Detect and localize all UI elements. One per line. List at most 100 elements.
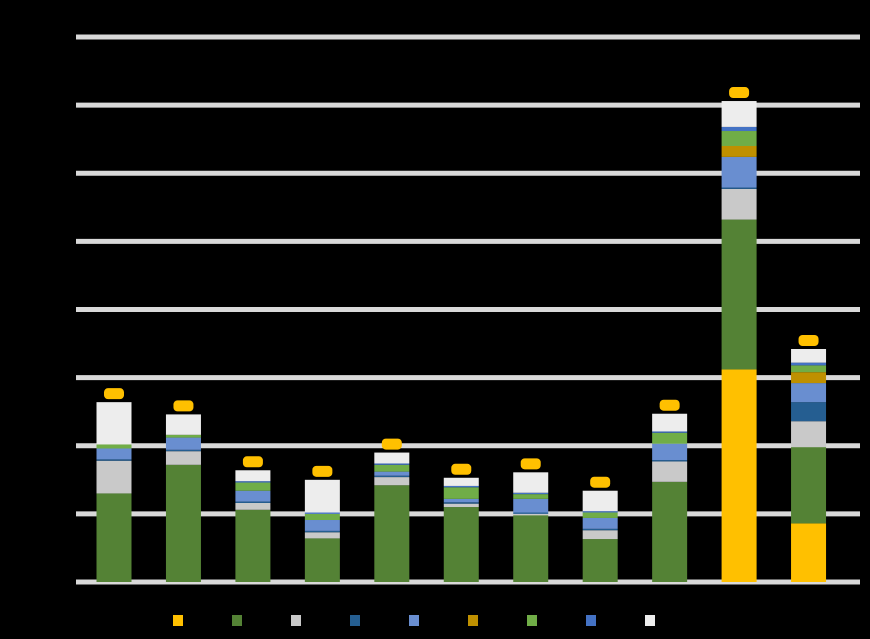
bar-segment-1-6: [165, 434, 201, 438]
bar-segment-2-6: [235, 482, 271, 491]
bar-segment-10-6: [791, 365, 827, 373]
bar-segment-6-1: [513, 515, 549, 582]
bar-segment-6-4: [513, 498, 549, 513]
bar-segment-5-1: [443, 507, 479, 582]
bar-segment-3-6: [304, 513, 340, 521]
bar-segment-2-1: [235, 509, 271, 582]
bar-segment-2-4: [235, 490, 271, 502]
total-label-7: [590, 476, 611, 488]
legend-swatch-3: [350, 615, 360, 626]
bar-segment-9-2: [721, 188, 757, 220]
bar-segment-1-4: [165, 437, 201, 450]
bar-segment-0-3: [96, 459, 132, 461]
bar-segment-0-6: [96, 444, 132, 449]
bar-segment-2-3: [235, 501, 271, 503]
bar-segment-8-1: [652, 481, 688, 582]
bar-segment-7-8: [582, 490, 618, 512]
bar-segment-9-8: [721, 101, 757, 127]
legend: [173, 615, 655, 626]
bar-segment-10-5: [791, 372, 827, 384]
bar-segment-4-2: [374, 477, 410, 486]
bar-segment-8-4: [652, 443, 688, 461]
bar-segment-7-7: [582, 511, 618, 513]
bar-group: [96, 101, 827, 582]
total-label-2: [242, 456, 263, 468]
bar-segment-9-5: [721, 146, 757, 157]
bar-segment-10-1: [791, 447, 827, 524]
bar-segment-3-7: [304, 512, 340, 514]
bar-segment-6-7: [513, 492, 549, 495]
bar-segment-3-8: [304, 479, 340, 513]
bar-segment-7-6: [582, 512, 618, 518]
legend-swatch-8: [645, 615, 655, 626]
total-label-3: [312, 465, 333, 477]
bar-segment-5-4: [443, 498, 479, 503]
bar-segment-8-7: [652, 431, 688, 433]
bar-segment-4-7: [374, 463, 410, 465]
bar-segment-4-8: [374, 452, 410, 464]
legend-swatch-7: [586, 615, 596, 626]
bar-segment-1-3: [165, 449, 201, 452]
total-label-6: [520, 458, 541, 470]
bar-segment-6-2: [513, 513, 549, 516]
bar-segment-3-1: [304, 538, 340, 582]
bar-segment-5-2: [443, 503, 479, 508]
bar-segment-8-2: [652, 461, 688, 482]
bar-segment-9-3: [721, 187, 757, 189]
legend-swatch-4: [409, 615, 419, 626]
bar-segment-6-8: [513, 472, 549, 493]
total-label-10: [798, 335, 819, 347]
bar-segment-10-3: [791, 402, 827, 422]
total-label-1: [173, 400, 194, 412]
bar-segment-2-7: [235, 481, 271, 483]
bar-segment-7-2: [582, 530, 618, 540]
legend-swatch-1: [232, 615, 242, 626]
bar-segment-10-4: [791, 383, 827, 403]
bar-segment-10-8: [791, 349, 827, 363]
total-label-5: [451, 463, 472, 475]
total-label-group: [104, 87, 819, 488]
legend-swatch-5: [468, 615, 478, 626]
legend-swatch-2: [291, 615, 301, 626]
total-label-0: [104, 388, 124, 400]
bar-segment-5-3: [443, 502, 479, 504]
bar-segment-8-6: [652, 432, 688, 444]
bar-segment-3-3: [304, 530, 340, 533]
bar-segment-5-6: [443, 487, 479, 499]
bar-segment-9-1: [721, 219, 757, 370]
bar-segment-2-8: [235, 470, 271, 482]
bar-segment-7-4: [582, 517, 618, 529]
bar-segment-8-3: [652, 460, 688, 462]
bar-segment-3-4: [304, 520, 340, 531]
bar-segment-7-3: [582, 528, 618, 531]
bar-segment-0-1: [96, 493, 132, 582]
bar-segment-9-4: [721, 156, 757, 188]
bar-segment-9-6: [721, 131, 757, 146]
legend-swatch-0: [173, 615, 183, 626]
bar-segment-5-8: [443, 477, 479, 486]
bar-segment-4-4: [374, 471, 410, 476]
bar-segment-8-8: [652, 413, 688, 432]
bar-segment-3-2: [304, 532, 340, 539]
bar-segment-1-2: [165, 451, 201, 465]
bar-segment-6-6: [513, 494, 549, 499]
bar-segment-6-3: [513, 512, 549, 514]
total-label-4: [381, 438, 402, 450]
bar-segment-7-1: [582, 539, 618, 582]
bar-segment-9-7: [721, 126, 757, 132]
bar-segment-4-1: [374, 485, 410, 582]
bar-segment-0-8: [96, 402, 132, 445]
bar-segment-4-3: [374, 475, 410, 478]
bar-segment-2-2: [235, 502, 271, 510]
bar-segment-10-0: [791, 523, 827, 582]
bar-segment-1-1: [165, 464, 201, 582]
bar-segment-9-0: [721, 369, 757, 582]
bar-segment-0-2: [96, 460, 132, 494]
bar-segment-10-7: [791, 362, 827, 366]
bar-segment-0-4: [96, 448, 132, 460]
total-label-9: [729, 87, 750, 99]
total-label-8: [659, 399, 680, 411]
legend-swatch-6: [527, 615, 537, 626]
bar-segment-1-8: [165, 414, 201, 435]
